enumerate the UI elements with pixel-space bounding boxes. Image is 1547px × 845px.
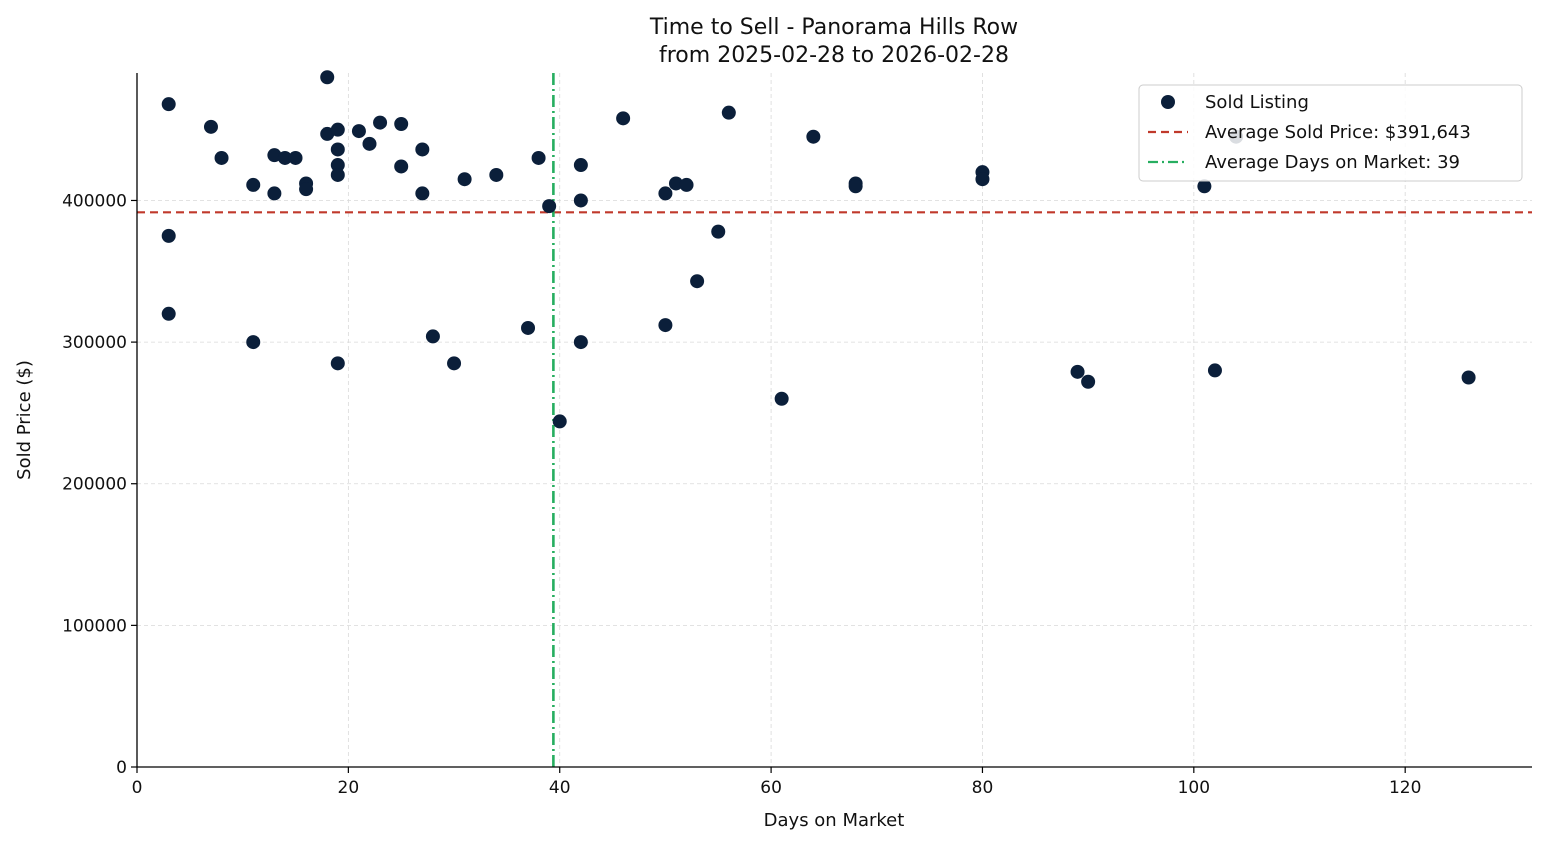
data-point xyxy=(1081,374,1096,389)
legend-box xyxy=(1138,84,1523,182)
legend-label-avg-days: Average Days on Market: 39 xyxy=(1205,152,1460,173)
data-point xyxy=(521,320,536,335)
data-point xyxy=(203,119,218,134)
y-tick-label: 0 xyxy=(116,758,127,778)
data-point xyxy=(362,136,377,151)
data-point xyxy=(1197,179,1212,194)
legend-label-avg-price: Average Sold Price: $391,643 xyxy=(1205,122,1471,143)
data-point xyxy=(161,228,176,243)
data-point xyxy=(658,186,673,201)
data-point xyxy=(267,148,282,163)
data-point xyxy=(214,150,229,165)
data-point xyxy=(351,124,366,139)
chart-subtitle: from 2025-02-28 to 2026-02-28 xyxy=(659,43,1009,68)
data-point xyxy=(806,129,821,144)
data-point xyxy=(246,177,261,192)
y-tick-label: 100000 xyxy=(62,616,127,636)
data-point xyxy=(161,97,176,112)
data-point xyxy=(288,150,303,165)
data-point xyxy=(668,176,683,191)
data-point xyxy=(1207,363,1222,378)
data-point xyxy=(531,150,546,165)
y-tick-label: 200000 xyxy=(62,475,127,495)
data-point xyxy=(394,116,409,131)
data-point xyxy=(489,167,504,182)
data-point xyxy=(690,274,705,289)
chart-title: Time to Sell - Panorama Hills Row xyxy=(649,15,1018,40)
data-point xyxy=(552,414,567,429)
x-axis-label: Days on Market xyxy=(764,810,905,831)
data-point xyxy=(616,111,631,126)
data-point xyxy=(415,186,430,201)
data-point xyxy=(277,150,292,165)
y-tick-label: 300000 xyxy=(62,333,127,353)
data-point xyxy=(774,391,789,406)
data-point xyxy=(573,335,588,350)
data-point xyxy=(330,158,345,173)
legend-label-sold: Sold Listing xyxy=(1205,92,1309,113)
x-ticks: 0 20 40 60 80 100 120 xyxy=(132,767,1421,798)
x-tick-label: 20 xyxy=(338,778,360,798)
data-point xyxy=(394,159,409,174)
data-point xyxy=(330,356,345,371)
data-point xyxy=(425,329,440,344)
legend: Sold Listing Average Sold Price: $391,64… xyxy=(1138,84,1523,182)
data-point xyxy=(573,193,588,208)
data-point xyxy=(330,142,345,157)
data-point xyxy=(573,158,588,173)
x-tick-label: 40 xyxy=(549,778,571,798)
data-point xyxy=(246,335,261,350)
data-point xyxy=(299,182,314,197)
data-point xyxy=(267,186,282,201)
data-point xyxy=(330,122,345,137)
data-point xyxy=(679,177,694,192)
data-point xyxy=(457,172,472,187)
data-point xyxy=(1461,370,1476,385)
data-point xyxy=(320,126,335,141)
data-point xyxy=(373,115,388,130)
x-tick-label: 0 xyxy=(132,778,143,798)
data-point xyxy=(415,142,430,157)
data-point xyxy=(848,179,863,194)
x-tick-label: 60 xyxy=(760,778,782,798)
data-point xyxy=(721,105,736,120)
data-point xyxy=(975,172,990,187)
x-tick-label: 80 xyxy=(972,778,994,798)
y-axis-label: Sold Price ($) xyxy=(14,360,35,480)
data-point xyxy=(1070,364,1085,379)
data-points xyxy=(161,70,1476,429)
y-tick-label: 400000 xyxy=(62,191,127,211)
data-point xyxy=(161,306,176,321)
data-point xyxy=(320,70,335,85)
data-point xyxy=(658,318,673,333)
x-tick-label: 120 xyxy=(1389,778,1421,798)
data-point xyxy=(711,224,726,239)
x-tick-label: 100 xyxy=(1178,778,1210,798)
data-point xyxy=(330,167,345,182)
y-ticks: 0 100000 200000 300000 400000 xyxy=(62,191,137,778)
data-point xyxy=(542,199,557,214)
data-point xyxy=(447,356,462,371)
legend-marker-sold xyxy=(1161,95,1175,109)
